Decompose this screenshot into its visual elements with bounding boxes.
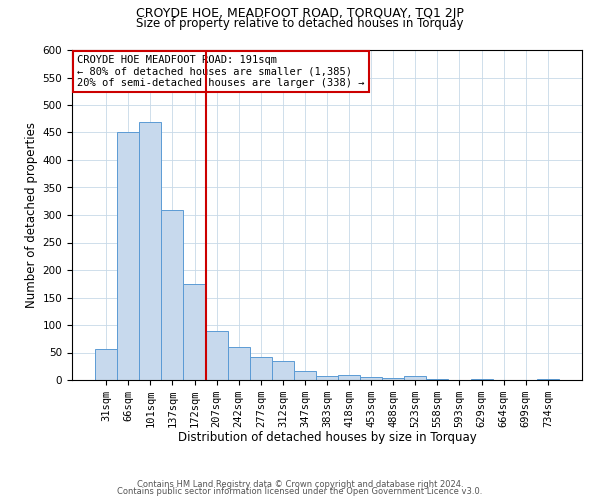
Bar	[537, 379, 559, 380]
Bar	[338, 374, 360, 380]
Bar	[404, 376, 427, 380]
Bar	[184, 284, 206, 380]
Bar	[117, 132, 139, 380]
Bar	[382, 378, 404, 380]
X-axis label: Distribution of detached houses by size in Torquay: Distribution of detached houses by size …	[178, 432, 476, 444]
Text: CROYDE HOE, MEADFOOT ROAD, TORQUAY, TQ1 2JP: CROYDE HOE, MEADFOOT ROAD, TORQUAY, TQ1 …	[136, 8, 464, 20]
Text: Contains HM Land Registry data © Crown copyright and database right 2024.: Contains HM Land Registry data © Crown c…	[137, 480, 463, 489]
Bar	[95, 348, 117, 380]
Text: Contains public sector information licensed under the Open Government Licence v3: Contains public sector information licen…	[118, 487, 482, 496]
Bar	[272, 361, 294, 380]
Y-axis label: Number of detached properties: Number of detached properties	[25, 122, 38, 308]
Text: CROYDE HOE MEADFOOT ROAD: 191sqm
← 80% of detached houses are smaller (1,385)
20: CROYDE HOE MEADFOOT ROAD: 191sqm ← 80% o…	[77, 55, 365, 88]
Bar	[294, 371, 316, 380]
Bar	[161, 210, 184, 380]
Text: Size of property relative to detached houses in Torquay: Size of property relative to detached ho…	[136, 18, 464, 30]
Bar	[206, 330, 227, 380]
Bar	[360, 377, 382, 380]
Bar	[316, 376, 338, 380]
Bar	[250, 357, 272, 380]
Bar	[227, 347, 250, 380]
Bar	[139, 122, 161, 380]
